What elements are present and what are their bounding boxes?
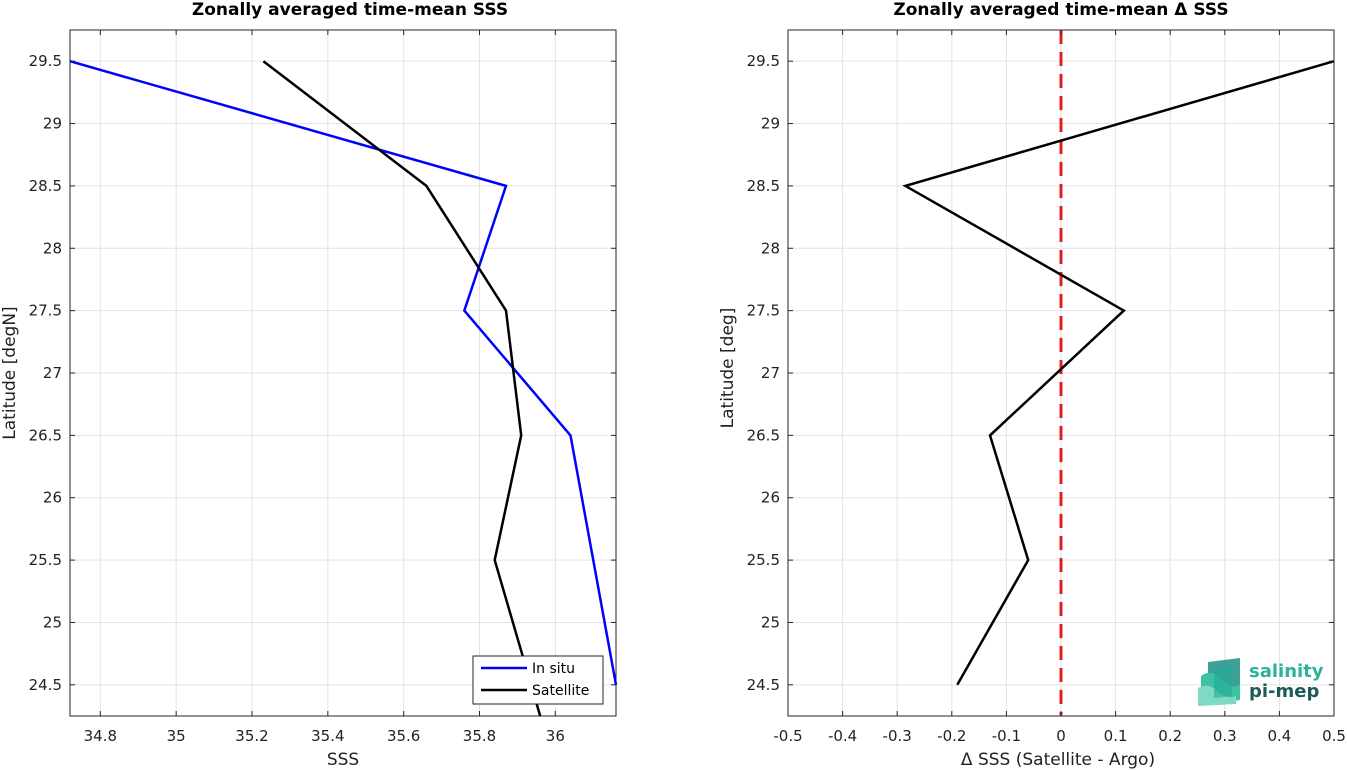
tick-labels: -0.5 -0.4 -0.3 -0.2 -0.1 0 0.1 0.2 0.3 0.4 0.5 24.5… [747, 30, 1346, 745]
x-axis-label: SSS [327, 750, 359, 770]
delta-sss-panel: -0.5 -0.4 -0.3 -0.2 -0.1 0 0.1 0.2 0.3 0.4 0.5 24.5… [718, 0, 1346, 770]
x-tick-label: 35 [167, 727, 186, 745]
legend: In situ Satellite [472, 655, 604, 705]
series-line-in-situ [69, 59, 618, 686]
x-tick-label: 0.3 [1213, 727, 1237, 745]
series-line-delta-sss [902, 59, 1335, 686]
chart-title: Zonally averaged time-mean SSS [192, 0, 508, 20]
y-tick-label: 29.5 [747, 52, 780, 70]
y-tick-label: 26.5 [29, 426, 62, 444]
x-tick-label: 35.6 [387, 727, 420, 745]
x-tick-label: 0.1 [1104, 727, 1128, 745]
legend-label-in-situ: In situ [532, 661, 575, 677]
x-tick-label: 36 [546, 727, 565, 745]
logo-line-1: salinity [1249, 661, 1324, 682]
y-tick-label: 25 [43, 613, 62, 631]
x-tick-label: 0.5 [1322, 727, 1346, 745]
legend-box [472, 655, 604, 705]
y-tick-label: 25.5 [29, 551, 62, 569]
y-tick-label: 28 [43, 239, 62, 257]
y-tick-label: 28.5 [29, 177, 62, 195]
tick-labels: 34.8 35 35.2 35.4 35.6 35.8 36 24.5 25 25.5 26 26.5… [29, 30, 616, 745]
x-tick-label: 0 [1056, 727, 1066, 745]
y-tick-label: 24.5 [747, 676, 780, 694]
y-tick-label: 25.5 [747, 551, 780, 569]
x-tick-label: 0.2 [1158, 727, 1182, 745]
y-tick-label: 27.5 [29, 302, 62, 320]
x-tick-label: -0.2 [937, 727, 966, 745]
y-tick-label: 27 [761, 364, 780, 382]
y-axis-label: Latitude [degN] [0, 306, 20, 439]
x-tick-label: 35.4 [311, 727, 344, 745]
y-tick-label: 26 [43, 489, 62, 507]
y-tick-label: 24.5 [29, 676, 62, 694]
y-tick-label: 28.5 [747, 177, 780, 195]
logo-line-2: pi-mep [1249, 681, 1319, 702]
grid-lines [70, 30, 616, 716]
y-tick-label: 29.5 [29, 52, 62, 70]
legend-label-satellite: Satellite [532, 683, 589, 699]
y-tick-label: 27 [43, 364, 62, 382]
salinity-pi-mep-logo: salinity pi-mep [1198, 658, 1324, 706]
y-tick-label: 26.5 [747, 426, 780, 444]
y-tick-label: 28 [761, 239, 780, 257]
series-lines [902, 59, 1335, 686]
waves-icon [1198, 658, 1240, 706]
y-tick-label: 29 [43, 115, 62, 133]
x-tick-label: -0.1 [992, 727, 1021, 745]
y-axis-label: Latitude [deg] [718, 308, 738, 429]
y-tick-label: 26 [761, 489, 780, 507]
x-tick-label: 0.4 [1267, 727, 1291, 745]
y-tick-label: 27.5 [747, 302, 780, 320]
series-lines [69, 59, 618, 717]
x-tick-label: 35.8 [463, 727, 496, 745]
x-tick-label: 34.8 [84, 727, 117, 745]
x-tick-label: -0.4 [828, 727, 857, 745]
x-tick-label: -0.5 [773, 727, 802, 745]
x-tick-label: 35.2 [235, 727, 268, 745]
series-line-satellite [262, 60, 542, 717]
y-tick-label: 29 [761, 115, 780, 133]
sss-profile-panel: 34.8 35 35.2 35.4 35.6 35.8 36 24.5 25 25.5 26 26.5… [0, 0, 618, 770]
x-tick-label: -0.3 [883, 727, 912, 745]
y-tick-label: 25 [761, 613, 780, 631]
x-axis-label: Δ SSS (Satellite - Argo) [961, 750, 1155, 770]
chart-title: Zonally averaged time-mean Δ SSS [893, 0, 1228, 20]
